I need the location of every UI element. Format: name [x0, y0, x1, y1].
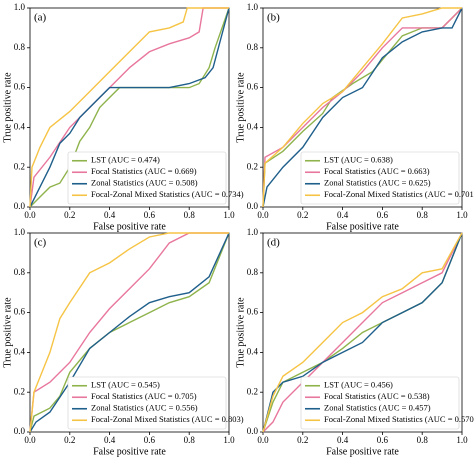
- roc-curve: [29, 232, 229, 433]
- plot-frame: [262, 7, 463, 208]
- legend-label: Focal-Zonal Mixed Statistics (AUC = 0.70…: [324, 189, 474, 199]
- legend-label: Focal-Zonal Mixed Statistics (AUC = 0.80…: [91, 414, 244, 424]
- y-tick-label: 0.2: [247, 161, 258, 171]
- panel-label: (b): [267, 12, 280, 24]
- y-tick-label: 0.0: [247, 201, 259, 211]
- y-tick-label: 0.0: [14, 201, 26, 211]
- roc-curve: [262, 7, 462, 208]
- y-axis-label: True positive rate: [2, 297, 13, 368]
- y-axis-label: True positive rate: [235, 297, 246, 368]
- y-tick-label: 0.2: [14, 386, 25, 396]
- roc-curve: [262, 232, 463, 433]
- y-tick-label: 0.4: [247, 121, 259, 131]
- x-axis-label: False positive rate: [93, 221, 166, 232]
- x-tick-label: 0.0: [24, 435, 36, 445]
- plot-frame: [29, 232, 230, 433]
- x-tick-label: 0.6: [144, 210, 156, 220]
- legend-label: Focal Statistics (AUC = 0.663): [324, 166, 430, 176]
- x-tick-label: 0.2: [297, 210, 308, 220]
- x-tick-label: 1.0: [456, 210, 468, 220]
- y-tick-label: 1.0: [14, 2, 26, 12]
- panel-label: (a): [34, 12, 47, 24]
- y-tick-label: 0.6: [14, 82, 26, 92]
- plot-frame: [29, 7, 230, 208]
- x-tick-label: 0.4: [337, 435, 349, 445]
- x-tick-label: 1.0: [223, 435, 235, 445]
- x-tick-label: 0.4: [104, 435, 116, 445]
- y-tick-label: 0.8: [247, 267, 259, 277]
- panel-label: (c): [34, 237, 47, 249]
- legend-label: Zonal Statistics (AUC = 0.556): [91, 403, 198, 413]
- legend-label: Focal-Zonal Mixed Statistics (AUC = 0.73…: [91, 189, 244, 199]
- roc-curve: [29, 7, 230, 208]
- x-tick-label: 0.6: [377, 435, 389, 445]
- legend-box: [300, 151, 460, 205]
- y-tick-label: 1.0: [14, 227, 26, 237]
- x-tick-label: 0.6: [377, 210, 389, 220]
- x-tick-label: 0.0: [257, 210, 269, 220]
- x-tick-label: 0.8: [184, 210, 196, 220]
- x-tick-label: 0.8: [184, 435, 196, 445]
- y-axis-label: True positive rate: [235, 72, 246, 143]
- roc-curve: [29, 232, 229, 433]
- x-tick-label: 0.6: [144, 435, 156, 445]
- x-tick-label: 0.2: [64, 210, 75, 220]
- legend-box: [67, 376, 227, 430]
- x-tick-label: 0.2: [297, 435, 308, 445]
- y-tick-label: 1.0: [247, 227, 259, 237]
- legend-label: Focal Statistics (AUC = 0.705): [91, 391, 197, 401]
- x-tick-label: 0.0: [257, 435, 269, 445]
- legend-box: [300, 376, 460, 430]
- legend-box: [67, 151, 227, 205]
- y-tick-label: 0.8: [14, 267, 26, 277]
- y-tick-label: 0.2: [247, 386, 258, 396]
- y-tick-label: 0.6: [247, 307, 259, 317]
- x-tick-label: 1.0: [223, 210, 235, 220]
- legend-label: Focal Statistics (AUC = 0.538): [324, 391, 430, 401]
- y-tick-label: 0.6: [14, 307, 26, 317]
- roc-curve: [29, 7, 230, 208]
- y-tick-label: 0.0: [247, 426, 259, 436]
- roc-curve: [262, 232, 463, 433]
- y-tick-label: 1.0: [247, 2, 259, 12]
- roc-curve: [29, 7, 229, 208]
- legend-label: LST (AUC = 0.545): [91, 380, 160, 390]
- legend-label: Focal Statistics (AUC = 0.669): [91, 166, 197, 176]
- x-tick-label: 0.2: [64, 435, 75, 445]
- x-tick-label: 1.0: [456, 435, 468, 445]
- legend-label: Zonal Statistics (AUC = 0.625): [324, 178, 431, 188]
- x-axis-label: False positive rate: [93, 446, 166, 457]
- x-axis-label: False positive rate: [326, 446, 399, 457]
- plot-frame: [262, 232, 463, 433]
- y-tick-label: 0.4: [14, 121, 26, 131]
- legend-label: Focal-Zonal Mixed Statistics (AUC = 0.57…: [324, 414, 474, 424]
- roc-curve: [262, 7, 463, 208]
- y-axis-label: True positive rate: [2, 72, 13, 143]
- legend-label: LST (AUC = 0.474): [91, 155, 160, 165]
- panel-label: (d): [267, 237, 280, 249]
- legend-label: Zonal Statistics (AUC = 0.508): [91, 178, 198, 188]
- roc-curve: [29, 7, 229, 208]
- y-tick-label: 0.0: [14, 426, 26, 436]
- y-tick-label: 0.2: [14, 161, 25, 171]
- roc-curve: [262, 7, 463, 208]
- y-tick-label: 0.4: [14, 346, 26, 356]
- y-tick-label: 0.8: [247, 42, 259, 52]
- y-tick-label: 0.8: [14, 42, 26, 52]
- x-tick-label: 0.8: [417, 210, 429, 220]
- roc-curve: [29, 232, 230, 433]
- x-tick-label: 0.0: [24, 210, 36, 220]
- y-tick-label: 0.6: [247, 82, 259, 92]
- legend-label: LST (AUC = 0.456): [324, 380, 393, 390]
- legend-label: LST (AUC = 0.638): [324, 155, 393, 165]
- y-tick-label: 0.4: [247, 346, 259, 356]
- x-tick-label: 0.4: [104, 210, 116, 220]
- x-tick-label: 0.8: [417, 435, 429, 445]
- x-axis-label: False positive rate: [326, 221, 399, 232]
- x-tick-label: 0.4: [337, 210, 349, 220]
- legend-label: Zonal Statistics (AUC = 0.457): [324, 403, 431, 413]
- roc-curve: [262, 232, 463, 433]
